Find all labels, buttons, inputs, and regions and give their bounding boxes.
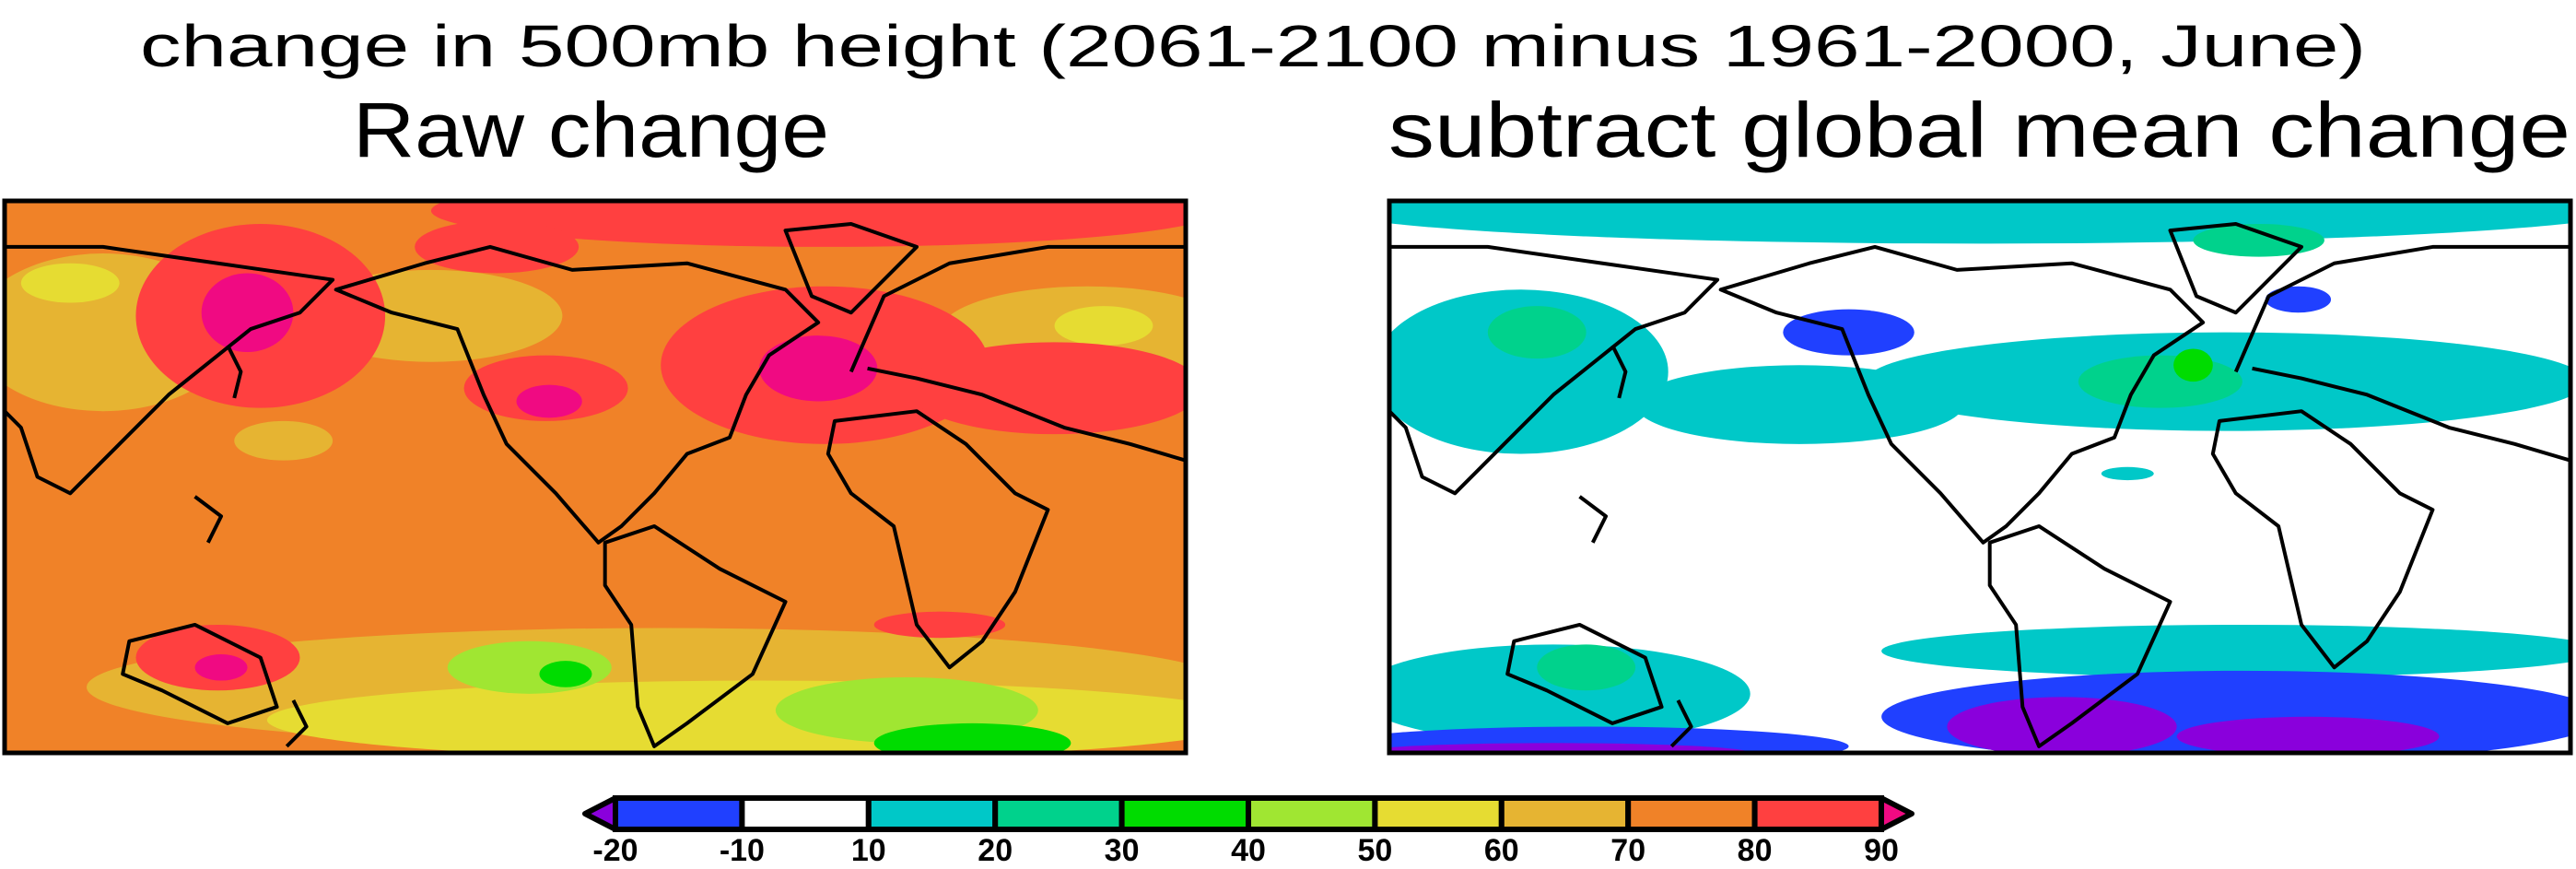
colorbar-box [992, 795, 1125, 832]
colorbar-tick-label: 20 [978, 833, 1013, 864]
colorbar-box [1246, 795, 1378, 832]
contour-region [2193, 223, 2324, 257]
colorbar-tick-label: -10 [720, 833, 765, 864]
colorbar-tick-label: 80 [1738, 833, 1773, 864]
contour-region [267, 680, 1186, 753]
contour-region [431, 201, 1186, 247]
colorbar-tick-label: 30 [1105, 833, 1140, 864]
panel-title-raw: Raw change [353, 87, 829, 173]
colorbar-box [1372, 795, 1505, 832]
contour-region [516, 384, 582, 418]
contour-region [1537, 644, 1636, 691]
contour-region [194, 654, 248, 681]
raw-change-map [2, 198, 1188, 756]
contour-region [2173, 348, 2213, 382]
colorbar-box [1118, 795, 1251, 832]
contour-region [539, 661, 592, 687]
contour-region [20, 263, 120, 303]
contour-region [1389, 289, 1669, 454]
colorbar-tick-label: 70 [1610, 833, 1645, 864]
colorbar-box [1625, 795, 1758, 832]
colorbar-above-triangle [1879, 795, 1914, 832]
contour-region [907, 342, 1186, 435]
contour-region [873, 722, 1071, 753]
contour-region [2265, 286, 2332, 313]
colorbar-box [1498, 795, 1632, 832]
contour-region [873, 611, 1006, 639]
colorbar-box [1751, 795, 1884, 832]
colorbar-tick-label: 10 [851, 833, 886, 864]
contour-region [1389, 743, 1751, 753]
contour-region [201, 273, 294, 353]
colorbar-tick-label: 60 [1484, 833, 1519, 864]
colorbar-tick-label: -20 [592, 833, 638, 864]
colorbar-tick-label: 50 [1357, 833, 1392, 864]
contour-region [1881, 624, 2570, 677]
contour-region [1487, 306, 1587, 359]
contour-region [2078, 355, 2242, 408]
colorbar: -20 -10 10 20 30 40 50 60 70 80 90 [582, 795, 1914, 868]
contour-region [1054, 306, 1153, 346]
panel-title-subtract: subtract global mean change [1388, 87, 2570, 173]
colorbar-tick-label: 40 [1231, 833, 1266, 864]
contour-region [234, 420, 334, 461]
colorbar-box [739, 795, 872, 832]
contour-region [2176, 716, 2440, 753]
figure-title: change in 500mb height (2061-2100 minus … [140, 13, 2366, 79]
colorbar-box [865, 795, 999, 832]
contour-region [1947, 697, 2177, 753]
contour-region [1389, 644, 1751, 744]
contour-region [2101, 466, 2154, 481]
colorbar-tick-label: 90 [1864, 833, 1899, 864]
contour-region [759, 335, 878, 402]
colorbar-below-triangle [582, 795, 618, 832]
contour-region [1389, 201, 2570, 244]
colorbar-box [613, 795, 745, 832]
subtract-global-mean-map [1387, 198, 2573, 756]
